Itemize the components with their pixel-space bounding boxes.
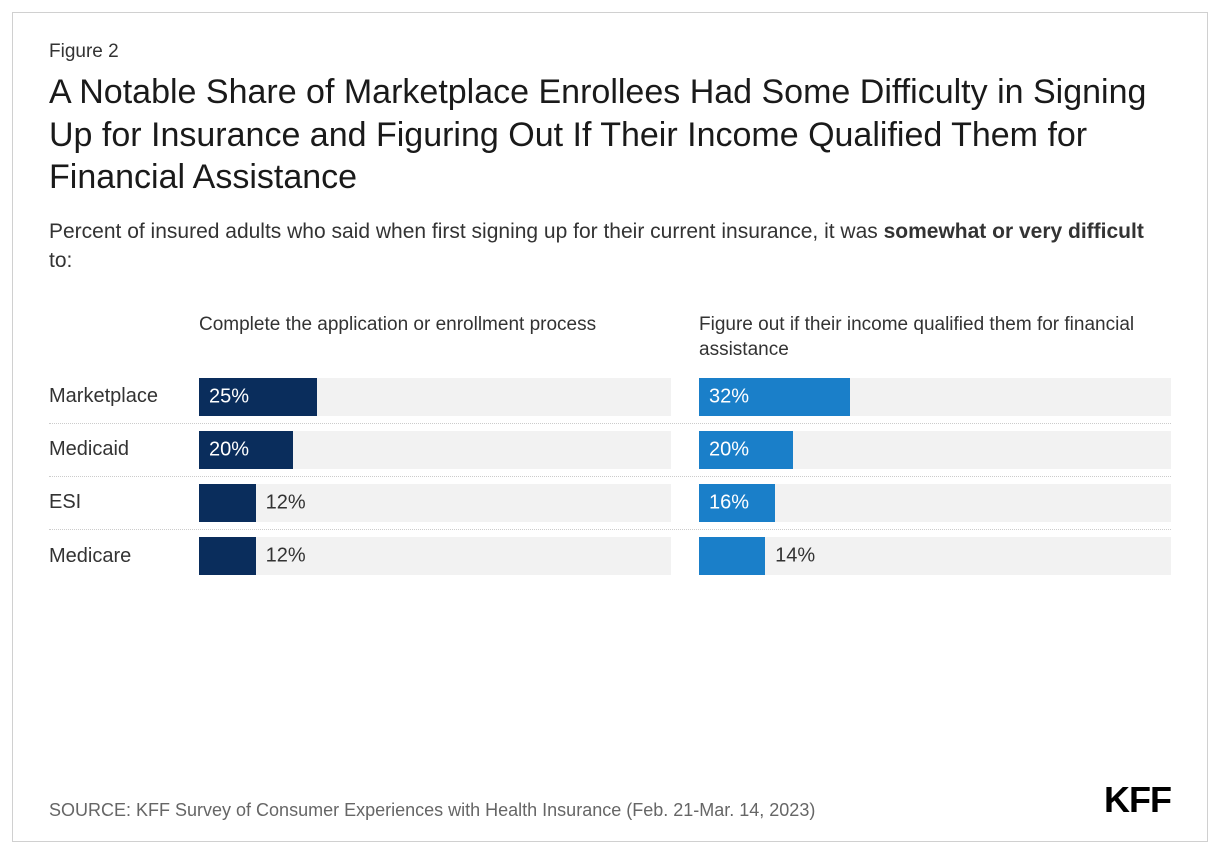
subtitle-prefix: Percent of insured adults who said when … bbox=[49, 220, 884, 243]
bar-value: 20% bbox=[209, 438, 249, 461]
chart-row: ESI 12% 16% bbox=[49, 477, 1171, 530]
bar-cell: 12% bbox=[199, 537, 671, 575]
bar-value: 20% bbox=[709, 438, 749, 461]
column-gap bbox=[671, 313, 699, 362]
bar-cell: 16% bbox=[699, 484, 1171, 522]
chart-subtitle: Percent of insured adults who said when … bbox=[49, 217, 1171, 276]
chart-row: Medicare 12% 14% bbox=[49, 530, 1171, 583]
row-label: ESI bbox=[49, 491, 199, 514]
chart-title: A Notable Share of Marketplace Enrollees… bbox=[49, 71, 1171, 199]
row-label-spacer bbox=[49, 313, 199, 362]
source-text: SOURCE: KFF Survey of Consumer Experienc… bbox=[49, 800, 815, 821]
bar-value: 12% bbox=[266, 545, 306, 568]
bar-cell: 25% bbox=[199, 378, 671, 416]
chart-footer: SOURCE: KFF Survey of Consumer Experienc… bbox=[49, 779, 1171, 821]
bar-value: 16% bbox=[709, 491, 749, 514]
chart-area: Complete the application or enrollment p… bbox=[49, 313, 1171, 739]
bar-cell: 20% bbox=[199, 431, 671, 469]
row-label: Marketplace bbox=[49, 385, 199, 408]
bar-value: 14% bbox=[775, 545, 815, 568]
figure-container: Figure 2 A Notable Share of Marketplace … bbox=[12, 12, 1208, 842]
column-header-0: Complete the application or enrollment p… bbox=[199, 313, 671, 362]
bar-value: 12% bbox=[266, 491, 306, 514]
bar-value: 25% bbox=[209, 385, 249, 408]
bar-cell: 14% bbox=[699, 537, 1171, 575]
bar-cell: 20% bbox=[699, 431, 1171, 469]
subtitle-suffix: to: bbox=[49, 249, 72, 272]
figure-label: Figure 2 bbox=[49, 41, 1171, 63]
subtitle-bold: somewhat or very difficult bbox=[884, 220, 1144, 243]
row-label: Medicare bbox=[49, 545, 199, 568]
bar-fill bbox=[199, 537, 256, 575]
row-label: Medicaid bbox=[49, 438, 199, 461]
bar-cell: 12% bbox=[199, 484, 671, 522]
bar-fill bbox=[199, 484, 256, 522]
column-header-1: Figure out if their income qualified the… bbox=[699, 313, 1171, 362]
bar-fill bbox=[699, 537, 765, 575]
bar-track bbox=[699, 537, 1171, 575]
column-headers: Complete the application or enrollment p… bbox=[49, 313, 1171, 362]
chart-row: Medicaid 20% 20% bbox=[49, 424, 1171, 477]
chart-row: Marketplace 25% 32% bbox=[49, 371, 1171, 424]
bar-value: 32% bbox=[709, 385, 749, 408]
bar-cell: 32% bbox=[699, 378, 1171, 416]
rows-container: Marketplace 25% 32% Medicaid 20% 20% ESI 12% 16%… bbox=[49, 371, 1171, 583]
kff-logo: KFF bbox=[1104, 779, 1171, 821]
